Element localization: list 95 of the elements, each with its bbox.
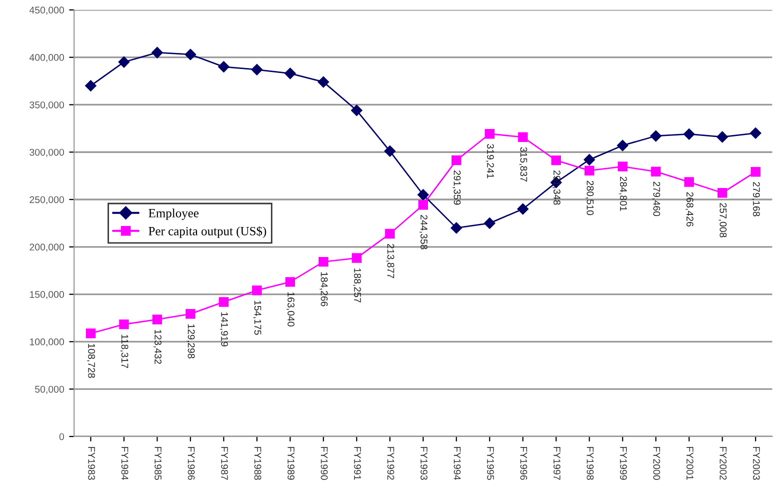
x-tick-label: FY1998 (586, 447, 594, 480)
data-label: 244,358 (419, 215, 428, 250)
point (385, 228, 395, 239)
x-tick-label: FY1988 (254, 447, 262, 480)
data-label: 118,317 (120, 334, 128, 368)
point (218, 297, 229, 307)
point (119, 319, 129, 330)
y-tick-label: 450,000 (29, 6, 64, 15)
y-tick-label: 350,000 (30, 101, 64, 110)
point (450, 222, 462, 234)
x-tick-label: FY2003 (752, 447, 760, 480)
point (218, 61, 230, 72)
data-label: 291,348 (552, 170, 560, 205)
x-tick-label: FY1992 (387, 447, 394, 480)
point (517, 203, 528, 215)
data-label: 184,266 (320, 272, 328, 306)
point (684, 177, 694, 187)
point (284, 68, 296, 80)
point (352, 253, 362, 263)
x-tick-label: FY1996 (520, 447, 528, 480)
data-label: 188,257 (352, 268, 361, 302)
y-tick-label: 250,000 (30, 196, 64, 204)
point (551, 155, 561, 166)
data-label: 154,175 (253, 300, 262, 335)
point (717, 188, 728, 198)
data-label: 141,919 (220, 312, 228, 346)
point (384, 146, 396, 157)
point (617, 140, 628, 152)
x-tick-label: FY1983 (88, 447, 95, 480)
x-tick-label: FY1986 (188, 447, 195, 480)
data-label: 284,801 (618, 176, 627, 211)
x-tick-label: FY1985 (154, 447, 162, 480)
point (484, 218, 496, 229)
y-tick-label: 100,000 (30, 338, 64, 346)
data-label: 315,837 (519, 147, 528, 182)
point (152, 314, 162, 324)
point (351, 104, 362, 116)
point (518, 132, 528, 142)
data-label: 108,728 (86, 344, 95, 378)
point (251, 64, 263, 76)
x-tick-label: FY1990 (320, 447, 328, 480)
x-tick-label: FY1999 (620, 447, 627, 480)
point (285, 277, 296, 287)
x-tick-label: FY2002 (720, 447, 727, 480)
point (683, 128, 695, 140)
legend-label: Employee (148, 208, 199, 220)
point (618, 162, 628, 172)
point (750, 128, 762, 139)
data-label: 319,241 (486, 144, 494, 178)
point (252, 285, 262, 296)
x-tick-label: FY1993 (420, 447, 428, 480)
data-label: 268,426 (685, 192, 694, 226)
data-label: 291,359 (452, 170, 461, 205)
data-label: 163,040 (286, 292, 294, 326)
data-label: 123,432 (153, 330, 162, 364)
x-tick-label: FY1991 (354, 447, 361, 480)
data-label: 213,877 (386, 244, 394, 278)
y-tick-label: 400,000 (29, 54, 64, 62)
point (584, 166, 594, 176)
x-tick-label: FY1984 (121, 447, 128, 480)
point (418, 189, 429, 200)
y-tick-label: 200,000 (30, 244, 64, 252)
point (186, 309, 196, 319)
point (86, 328, 96, 338)
y-tick-label: 300,000 (30, 148, 64, 157)
data-label: 129,298 (186, 324, 195, 358)
point (85, 80, 96, 92)
point (484, 129, 494, 139)
point (650, 166, 661, 176)
point (418, 200, 428, 210)
x-tick-label: FY1989 (288, 447, 294, 480)
data-label: 257,008 (718, 203, 727, 238)
x-tick-label: FY1997 (554, 447, 560, 480)
point (184, 48, 196, 60)
y-tick-label: 0 (59, 433, 64, 440)
y-tick-label: 150,000 (30, 291, 64, 300)
data-label: 279,168 (752, 182, 760, 216)
point (716, 131, 728, 143)
x-tick-label: FY1987 (221, 447, 228, 480)
legend-label: Per capita output (US$) (148, 226, 266, 238)
point (118, 56, 130, 68)
x-tick-label: FY1994 (454, 447, 461, 480)
x-tick-label: FY2000 (653, 447, 660, 480)
point (650, 130, 662, 142)
x-tick-label: FY2001 (686, 447, 694, 480)
point (318, 76, 330, 88)
x-tick-label: FY1995 (487, 447, 494, 480)
point (584, 154, 595, 166)
data-label: 279,460 (652, 182, 660, 216)
point (750, 166, 760, 177)
point (452, 155, 462, 166)
point (318, 256, 328, 267)
y-tick-label: 50,000 (35, 386, 64, 394)
data-label: 280,510 (586, 180, 594, 216)
point (152, 46, 163, 58)
